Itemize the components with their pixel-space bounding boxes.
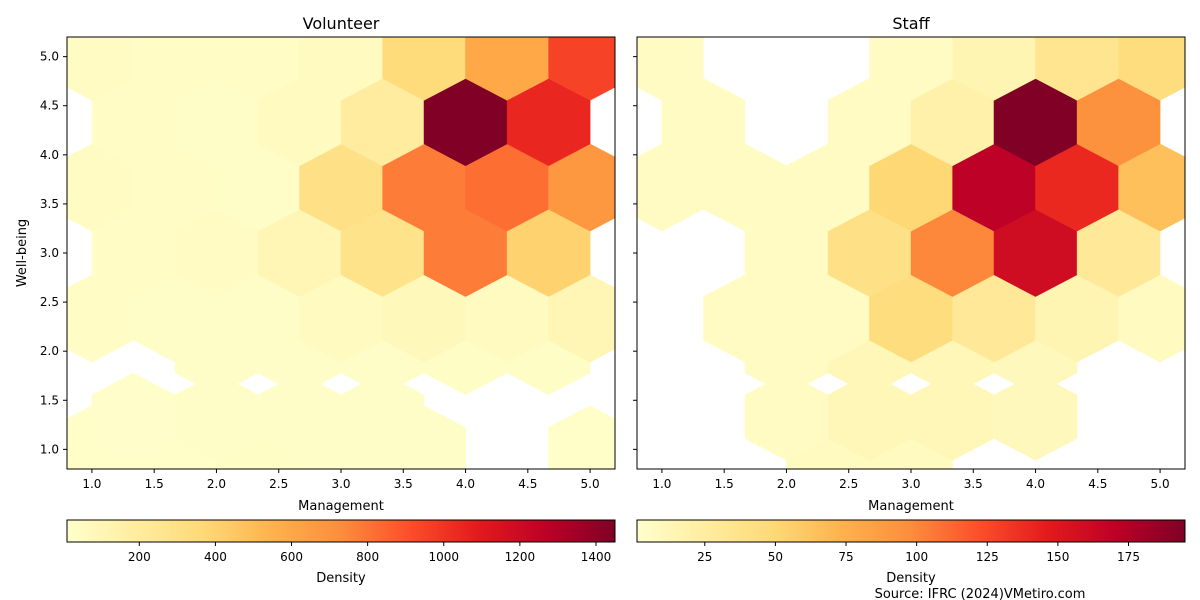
hex-bin-46 [465,37,549,101]
x-tick-label-1: 1.5 [145,477,164,491]
colorbar-tick-label-6: 1400 [581,550,612,564]
y-axis-staff [633,56,637,450]
x-tick-label-3: 2.5 [839,477,858,491]
hex-bin-37 [1118,37,1185,101]
colorbar-tick-label-6: 175 [1117,550,1140,564]
y-tick-label-8: 5.0 [40,50,59,64]
y-tick-label-0: 1.0 [40,442,59,456]
colorbar-label-volunteer: Density [316,571,366,586]
x-axis-volunteer: 1.0 1.5 2.0 2.5 3.0 3.5 4.0 4.5 5.0 [82,469,600,491]
colorbar-tick-label-1: 400 [204,550,227,564]
x-tick-label-5: 3.5 [964,477,983,491]
y-tick-label-2: 2.0 [40,344,59,358]
y-tick-label-7: 4.5 [40,99,59,113]
x-tick-label-0: 1.0 [82,477,101,491]
hex-bins-volunteer [67,37,615,469]
chart-title-volunteer: Volunteer [303,14,380,33]
y-axis-label-volunteer: Well-being [15,219,30,287]
hex-bin-36 [1035,37,1119,101]
hex-bin-5 [548,405,615,469]
colorbar-tick-label-2: 600 [280,550,303,564]
y-tick-label-6: 4.0 [40,148,59,162]
x-tick-label-3: 2.5 [269,477,288,491]
colorbar-tick-label-4: 1000 [428,550,459,564]
colorbar-volunteer [66,519,616,543]
colorbar-ticks-staff: 25 50 75 100 125 150 175 [697,542,1140,564]
x-tick-label-1: 1.5 [715,477,734,491]
x-axis-label-volunteer: Management [298,499,384,514]
x-axis-staff: 1.0 1.5 2.0 2.5 3.0 3.5 4.0 4.5 5.0 [652,469,1170,491]
colorbar-tick-label-5: 1200 [505,550,536,564]
x-tick-label-8: 5.0 [581,477,600,491]
hex-bin-47 [548,37,615,101]
panel-volunteer: Volunteer 1.0 1.5 2.0 2.5 3.0 3.5 4.0 4.5 5.0 1.… [15,14,616,586]
colorbar-tick-label-2: 75 [838,550,853,564]
colorbar-tick-label-0: 200 [128,550,151,564]
x-tick-label-7: 4.5 [1088,477,1107,491]
panel-staff: Staff 1.0 1.5 2.0 2.5 3.0 3.5 4.0 4.5 5.0 Manage… [633,14,1186,586]
colorbar-staff [636,519,1186,543]
colorbar-label-staff: Density [886,571,936,586]
colorbar-tick-label-1: 50 [768,550,783,564]
x-tick-label-2: 2.0 [207,477,226,491]
x-tick-label-6: 4.0 [1026,477,1045,491]
colorbar-tick-label-3: 100 [905,550,928,564]
source-note: Source: IFRC (2024)VMetiro.com [875,587,1086,600]
colorbar-tick-label-5: 150 [1046,550,1069,564]
hex-bin-5 [993,372,1078,461]
colorbar-tick-label-0: 25 [697,550,712,564]
x-tick-label-0: 1.0 [652,477,671,491]
x-tick-label-2: 2.0 [777,477,796,491]
hex-bin-35 [952,37,1036,101]
hex-bin-41 [67,37,134,101]
x-tick-label-8: 5.0 [1151,477,1170,491]
hex-bin-44 [299,37,383,101]
y-tick-label-4: 3.0 [40,246,59,260]
x-tick-label-6: 4.0 [456,477,475,491]
hex-bins-staff [637,37,1185,469]
x-tick-label-5: 3.5 [394,477,413,491]
x-tick-label-4: 3.0 [901,477,920,491]
y-tick-label-1: 1.5 [40,393,59,407]
y-tick-label-3: 2.5 [40,295,59,309]
y-tick-label-5: 3.5 [40,197,59,211]
hex-bin-45 [382,37,466,101]
colorbar-ticks-volunteer: 200 400 600 800 1000 1200 1400 [128,542,611,564]
hex-bin-9 [340,372,425,461]
colorbar-tick-label-3: 800 [356,550,379,564]
chart-title-staff: Staff [892,14,930,33]
colorbar-tick-label-4: 125 [976,550,999,564]
x-axis-label-staff: Management [868,499,954,514]
y-axis-volunteer: 1.0 1.5 2.0 2.5 3.0 3.5 4.0 4.5 5.0 [40,50,67,456]
hex-bin-43 [216,37,300,101]
hex-bin-33 [637,37,704,101]
hex-bin-34 [869,37,953,101]
x-tick-label-4: 3.0 [331,477,350,491]
hex-bin-42 [133,37,217,101]
x-tick-label-7: 4.5 [518,477,537,491]
